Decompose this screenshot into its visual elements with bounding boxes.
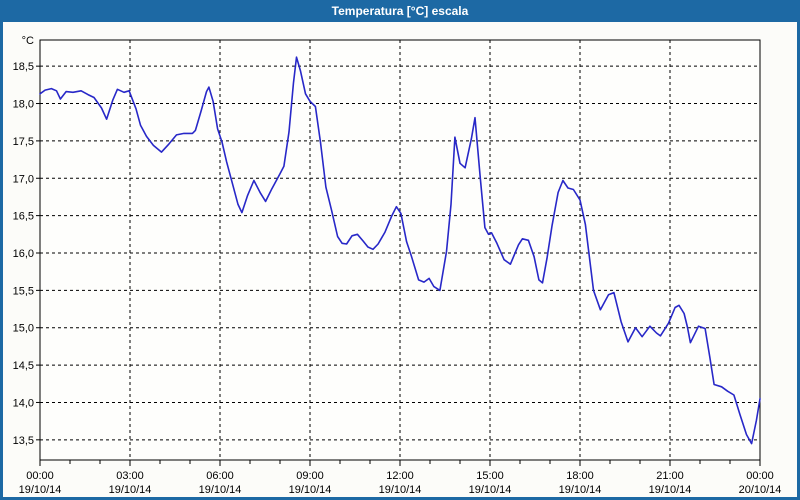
x-tick-time-label: 03:00 [116, 470, 144, 482]
x-tick-date-label: 19/10/14 [559, 484, 602, 496]
x-tick-time-label: 09:00 [296, 470, 324, 482]
x-tick-time-label: 21:00 [656, 470, 684, 482]
window-title: Temperatura [°C] escala [331, 4, 469, 18]
y-tick-label: 18,5 [13, 61, 34, 73]
x-tick-time-label: 15:00 [476, 470, 504, 482]
x-tick-date-label: 19/10/14 [379, 484, 422, 496]
y-tick-label: 14,0 [13, 397, 34, 409]
x-tick-time-label: 06:00 [206, 470, 234, 482]
series-line [39, 56, 761, 445]
temperature-chart: 18,5 18,0 17,5 17,0 16,5 16,0 15,5 15,0 14,5 14,0… [13, 35, 782, 496]
x-tick-date-label: 20/10/14 [739, 484, 782, 496]
y-tick-label: 15,0 [13, 323, 34, 335]
x-tick-time-label: 18:00 [566, 470, 594, 482]
y-axis-unit-label: °C [22, 35, 34, 47]
x-tick-time-label: 00:00 [26, 470, 54, 482]
y-tick-label: 17,5 [13, 136, 34, 148]
chart-area: 18,5 18,0 17,5 17,0 16,5 16,0 15,5 15,0 14,5 14,0… [3, 22, 797, 497]
y-tick-label: 16,0 [13, 248, 34, 260]
x-tick-date-label: 19/10/14 [109, 484, 152, 496]
y-tick-label: 14,5 [13, 360, 34, 372]
x-tick-time-label: 00:00 [746, 470, 774, 482]
x-tick-date-label: 19/10/14 [649, 484, 692, 496]
x-tick-date-label: 19/10/14 [199, 484, 242, 496]
y-tick-label: 17,0 [13, 173, 34, 185]
window-titlebar[interactable]: Temperatura [°C] escala [3, 0, 797, 22]
plot-frame [39, 39, 761, 461]
x-tick-date-label: 19/10/14 [19, 484, 62, 496]
y-tick-label: 18,0 [13, 99, 34, 111]
x-tick-date-label: 19/10/14 [469, 484, 512, 496]
x-tick-date-label: 19/10/14 [289, 484, 332, 496]
x-tick-time-label: 12:00 [386, 470, 414, 482]
y-tick-label: 15,5 [13, 285, 34, 297]
y-tick-label: 13,5 [13, 435, 34, 447]
y-tick-label: 16,5 [13, 211, 34, 223]
